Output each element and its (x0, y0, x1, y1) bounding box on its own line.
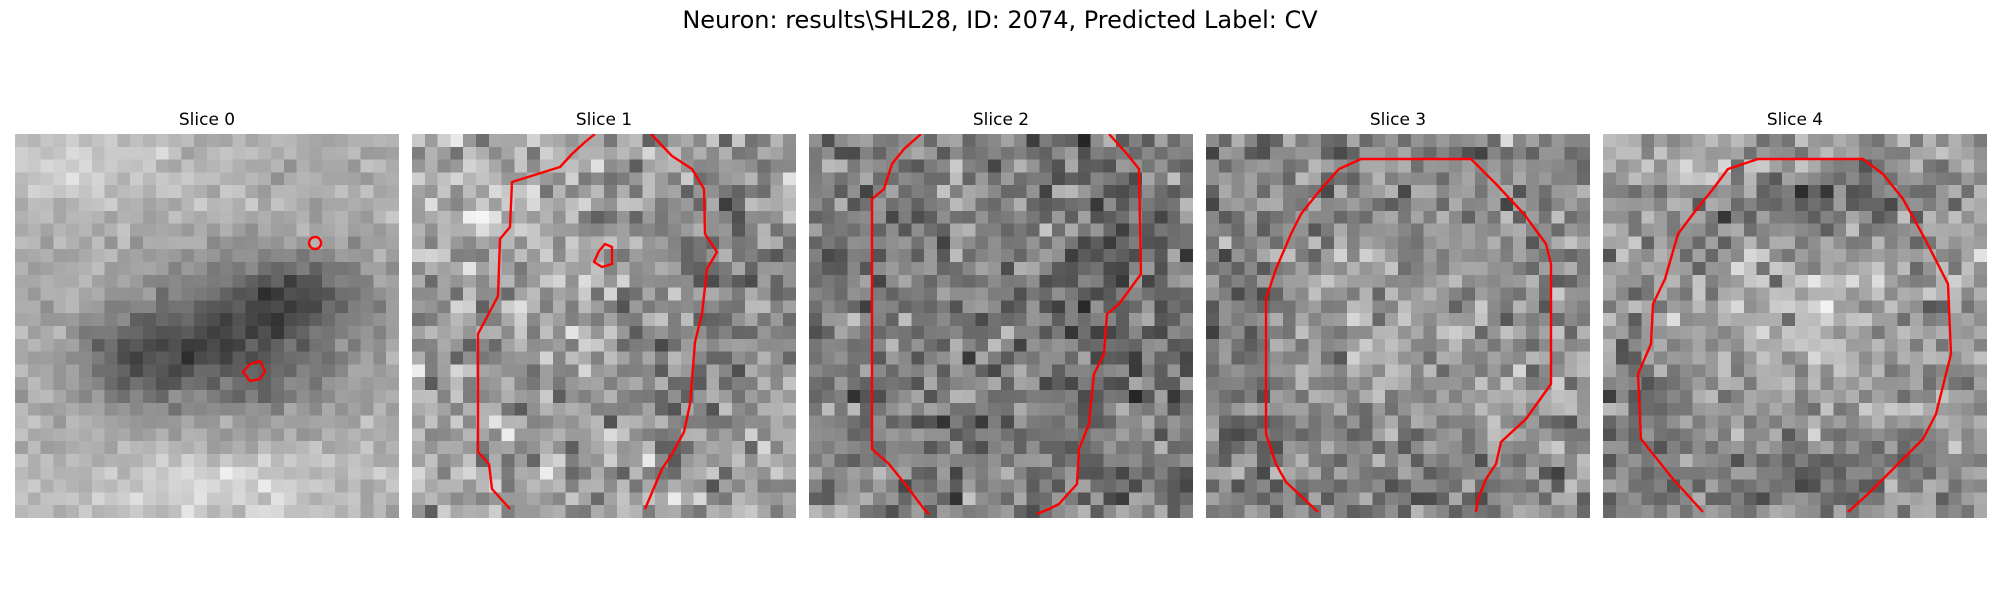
contour-overlay (1264, 157, 1553, 513)
contour-line-0 (1264, 157, 1553, 513)
pixel-grid (1206, 134, 1590, 518)
slice-image-0 (15, 134, 399, 518)
slice-title-3: Slice 3 (1369, 110, 1427, 130)
pixel-grid (15, 134, 399, 518)
contour-line-1 (643, 134, 719, 510)
contour-line-0 (870, 134, 930, 515)
contour-line-0 (307, 235, 323, 251)
contour-overlay (1636, 157, 1953, 513)
slice-panel-4: Slice 4 (1603, 108, 1987, 518)
slice-title-0: Slice 0 (178, 110, 236, 130)
contour-line-0 (476, 134, 596, 510)
figure-title: Neuron: results\SHL28, ID: 2074, Predict… (682, 6, 1318, 34)
slice-title-2: Slice 2 (972, 110, 1030, 130)
slice-panel-3: Slice 3 (1206, 108, 1590, 518)
slice-image-3 (1206, 134, 1590, 518)
slice-image-4 (1603, 134, 1987, 518)
contour-line-2 (592, 242, 614, 269)
slice-panel-1: Slice 1 (412, 108, 796, 518)
contour-overlay (241, 235, 323, 383)
slice-title-1: Slice 1 (575, 110, 633, 130)
pixel-grid (412, 134, 796, 518)
slice-image-1 (412, 134, 796, 518)
slice-image-2 (809, 134, 1193, 518)
slice-panel-0: Slice 0 (15, 108, 399, 518)
contour-overlay (476, 134, 719, 510)
slice-panel-2: Slice 2 (809, 108, 1193, 518)
contour-line-0 (1636, 157, 1953, 513)
pixel-grid (809, 134, 1193, 518)
contour-overlay (870, 134, 1143, 516)
slice-title-4: Slice 4 (1766, 110, 1824, 130)
pixel-grid (1603, 134, 1987, 518)
contour-line-1 (241, 359, 267, 383)
contour-line-1 (1036, 134, 1143, 516)
